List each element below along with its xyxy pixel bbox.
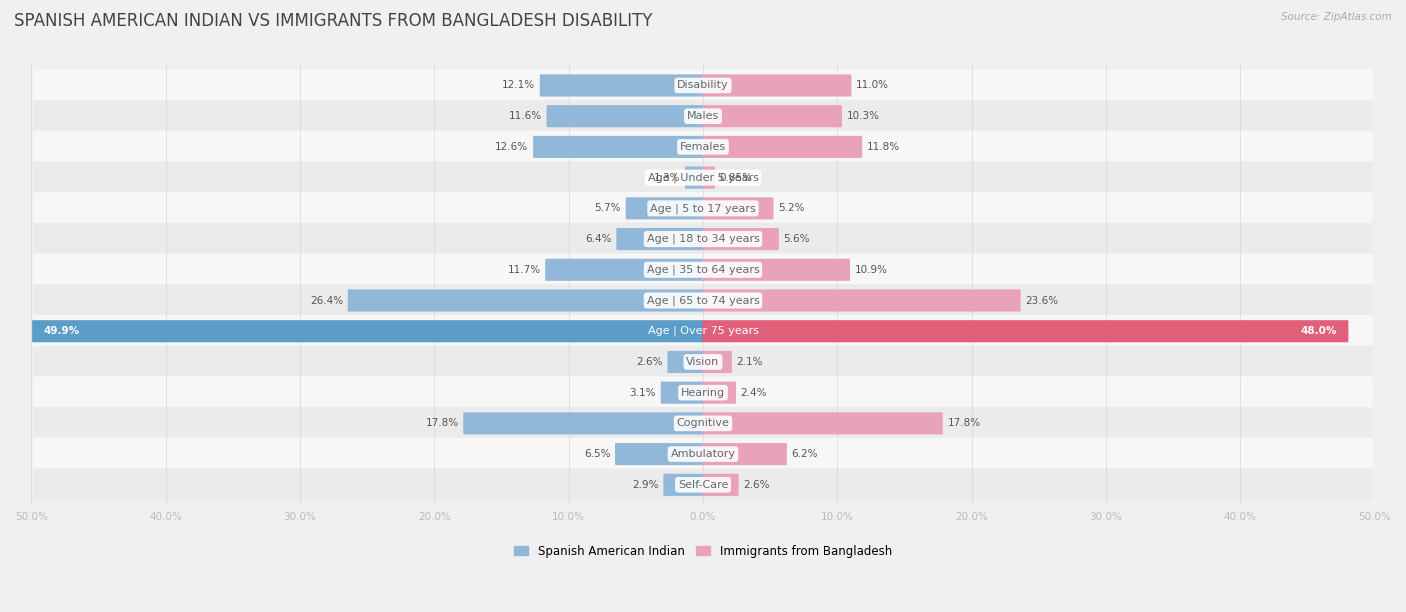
FancyBboxPatch shape — [703, 320, 1348, 342]
FancyBboxPatch shape — [703, 412, 943, 435]
Text: 49.9%: 49.9% — [44, 326, 80, 336]
FancyBboxPatch shape — [34, 162, 1372, 194]
FancyBboxPatch shape — [34, 469, 1372, 501]
FancyBboxPatch shape — [703, 259, 851, 281]
Text: Age | Under 5 years: Age | Under 5 years — [648, 173, 758, 183]
Text: Self-Care: Self-Care — [678, 480, 728, 490]
FancyBboxPatch shape — [34, 284, 1372, 317]
Text: 26.4%: 26.4% — [309, 296, 343, 305]
Text: Age | 65 to 74 years: Age | 65 to 74 years — [647, 295, 759, 306]
Text: Age | 35 to 64 years: Age | 35 to 64 years — [647, 264, 759, 275]
FancyBboxPatch shape — [533, 136, 703, 158]
Text: 17.8%: 17.8% — [426, 419, 458, 428]
Text: Ambulatory: Ambulatory — [671, 449, 735, 459]
FancyBboxPatch shape — [546, 259, 703, 281]
FancyBboxPatch shape — [34, 223, 1372, 255]
FancyBboxPatch shape — [703, 443, 787, 465]
Text: 11.7%: 11.7% — [508, 265, 540, 275]
Text: Vision: Vision — [686, 357, 720, 367]
Text: 11.0%: 11.0% — [856, 80, 889, 91]
Text: Disability: Disability — [678, 80, 728, 91]
Text: Age | 18 to 34 years: Age | 18 to 34 years — [647, 234, 759, 244]
FancyBboxPatch shape — [32, 320, 703, 342]
Text: 17.8%: 17.8% — [948, 419, 980, 428]
Text: 2.6%: 2.6% — [744, 480, 770, 490]
FancyBboxPatch shape — [703, 105, 842, 127]
FancyBboxPatch shape — [661, 382, 703, 404]
Text: Cognitive: Cognitive — [676, 419, 730, 428]
Text: Hearing: Hearing — [681, 387, 725, 398]
FancyBboxPatch shape — [703, 382, 735, 404]
Text: Age | Over 75 years: Age | Over 75 years — [648, 326, 758, 337]
FancyBboxPatch shape — [34, 438, 1372, 471]
Text: 2.4%: 2.4% — [741, 387, 768, 398]
Text: 1.3%: 1.3% — [654, 173, 681, 182]
Text: 10.3%: 10.3% — [846, 111, 880, 121]
Text: Males: Males — [688, 111, 718, 121]
FancyBboxPatch shape — [34, 192, 1372, 225]
FancyBboxPatch shape — [668, 351, 703, 373]
FancyBboxPatch shape — [34, 376, 1372, 409]
Text: 6.2%: 6.2% — [792, 449, 818, 459]
Text: SPANISH AMERICAN INDIAN VS IMMIGRANTS FROM BANGLADESH DISABILITY: SPANISH AMERICAN INDIAN VS IMMIGRANTS FR… — [14, 12, 652, 30]
FancyBboxPatch shape — [34, 315, 1372, 348]
FancyBboxPatch shape — [703, 474, 738, 496]
FancyBboxPatch shape — [664, 474, 703, 496]
Text: 6.4%: 6.4% — [585, 234, 612, 244]
FancyBboxPatch shape — [685, 166, 703, 188]
Text: 2.6%: 2.6% — [636, 357, 662, 367]
FancyBboxPatch shape — [463, 412, 703, 435]
Legend: Spanish American Indian, Immigrants from Bangladesh: Spanish American Indian, Immigrants from… — [509, 540, 897, 562]
FancyBboxPatch shape — [703, 166, 716, 188]
FancyBboxPatch shape — [34, 346, 1372, 378]
Text: 23.6%: 23.6% — [1025, 296, 1059, 305]
FancyBboxPatch shape — [703, 136, 862, 158]
FancyBboxPatch shape — [347, 289, 703, 312]
Text: Source: ZipAtlas.com: Source: ZipAtlas.com — [1281, 12, 1392, 22]
Text: 0.85%: 0.85% — [720, 173, 752, 182]
FancyBboxPatch shape — [540, 75, 703, 97]
FancyBboxPatch shape — [703, 289, 1021, 312]
Text: 12.1%: 12.1% — [502, 80, 536, 91]
FancyBboxPatch shape — [34, 69, 1372, 102]
Text: 5.6%: 5.6% — [783, 234, 810, 244]
FancyBboxPatch shape — [703, 197, 773, 220]
Text: 2.9%: 2.9% — [633, 480, 658, 490]
FancyBboxPatch shape — [547, 105, 703, 127]
FancyBboxPatch shape — [34, 253, 1372, 286]
Text: 6.5%: 6.5% — [583, 449, 610, 459]
FancyBboxPatch shape — [703, 228, 779, 250]
Text: 48.0%: 48.0% — [1301, 326, 1337, 336]
Text: 11.6%: 11.6% — [509, 111, 541, 121]
FancyBboxPatch shape — [626, 197, 703, 220]
Text: Age | 5 to 17 years: Age | 5 to 17 years — [650, 203, 756, 214]
FancyBboxPatch shape — [34, 130, 1372, 163]
FancyBboxPatch shape — [614, 443, 703, 465]
FancyBboxPatch shape — [34, 407, 1372, 439]
FancyBboxPatch shape — [34, 100, 1372, 132]
FancyBboxPatch shape — [703, 75, 852, 97]
Text: 5.2%: 5.2% — [778, 203, 804, 214]
Text: Females: Females — [681, 142, 725, 152]
Text: 2.1%: 2.1% — [737, 357, 763, 367]
Text: 5.7%: 5.7% — [595, 203, 621, 214]
FancyBboxPatch shape — [616, 228, 703, 250]
FancyBboxPatch shape — [703, 351, 733, 373]
Text: 10.9%: 10.9% — [855, 265, 887, 275]
Text: 11.8%: 11.8% — [868, 142, 900, 152]
Text: 3.1%: 3.1% — [630, 387, 657, 398]
Text: 12.6%: 12.6% — [495, 142, 529, 152]
